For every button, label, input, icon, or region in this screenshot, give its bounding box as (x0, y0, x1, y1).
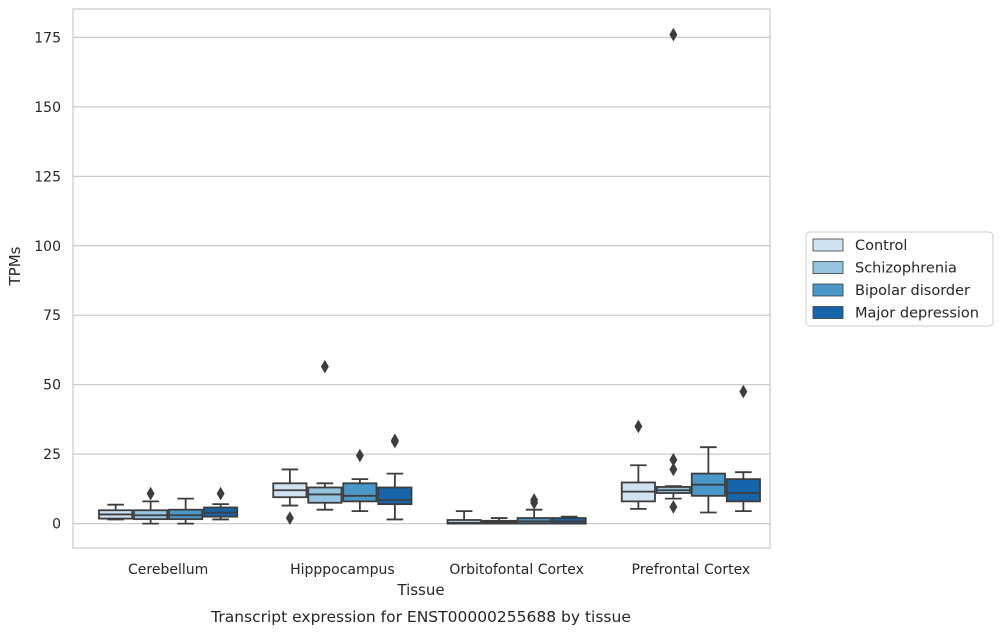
x-tick-label: Orbitofontal Cortex (449, 562, 584, 578)
legend-swatch (812, 306, 844, 319)
box (481, 517, 517, 525)
box (516, 493, 552, 525)
chart-caption: Transcript expression for ENST0000025568… (210, 608, 631, 626)
box (655, 452, 691, 514)
legend-swatch (812, 261, 844, 274)
x-tick-label: Prefrontal Cortex (632, 562, 751, 578)
legend-label: Schizophrenia (855, 261, 957, 277)
box (203, 486, 239, 521)
series-schizophrenia (133, 359, 691, 525)
legend: Control Schizophrenia Bipolar disorder Majo… (805, 231, 994, 327)
plot-frame (72, 8, 771, 549)
box (98, 503, 134, 521)
box (620, 419, 656, 510)
outlier-point (634, 419, 643, 434)
y-tick-labels: 0 25 50 75 100 125 150 175 (34, 30, 61, 532)
box (446, 510, 482, 525)
y-tick-label: 100 (34, 239, 61, 255)
box (133, 486, 169, 525)
box (725, 384, 761, 512)
outlier-point (390, 433, 399, 448)
box-body (377, 486, 413, 506)
y-tick-label: 75 (43, 308, 61, 324)
outlier-point (355, 448, 364, 463)
gridlines (73, 36, 770, 525)
x-tick-labels: Cerebellum Hipppocampus Orbitofontal Corte… (128, 562, 750, 578)
y-tick-label: 50 (43, 378, 61, 394)
outlier-point (530, 493, 539, 507)
outlier-point (146, 486, 155, 501)
outlier-point (216, 486, 225, 501)
outlier-point (669, 500, 678, 514)
outlier-point (669, 462, 678, 477)
box (377, 433, 413, 521)
y-tick-label: 125 (34, 169, 61, 185)
box-body (342, 482, 378, 503)
outlier-point (739, 384, 748, 399)
box (168, 497, 204, 525)
outlier-point (320, 359, 329, 374)
legend-label: Control (855, 238, 907, 254)
outlier-point (669, 452, 678, 467)
x-axis-title: Tissue (396, 581, 444, 599)
outlier-point (285, 511, 294, 525)
legend-label: Major depression (855, 306, 979, 322)
legend-swatch (812, 238, 844, 252)
box-groups (98, 27, 761, 525)
legend-frame (805, 231, 994, 327)
series-major-depression (203, 384, 761, 525)
y-axis-title: TPMs (6, 246, 24, 286)
y-tick-label: 25 (43, 447, 61, 463)
legend-label: Bipolar disorder (855, 283, 970, 299)
y-tick-label: 0 (52, 517, 61, 533)
box (551, 515, 587, 525)
box (307, 359, 343, 511)
outlier-point (669, 27, 678, 42)
x-tick-label: Hipppocampus (290, 562, 395, 578)
box (690, 446, 726, 514)
box (342, 448, 378, 512)
y-tick-label: 175 (34, 30, 61, 46)
series-control (98, 419, 656, 525)
series-bipolar-disorder (168, 446, 726, 525)
x-tick-label: Cerebellum (128, 562, 208, 578)
box-body (725, 478, 761, 503)
legend-swatch (812, 283, 844, 297)
y-tick-label: 150 (34, 100, 61, 116)
box (272, 468, 308, 525)
